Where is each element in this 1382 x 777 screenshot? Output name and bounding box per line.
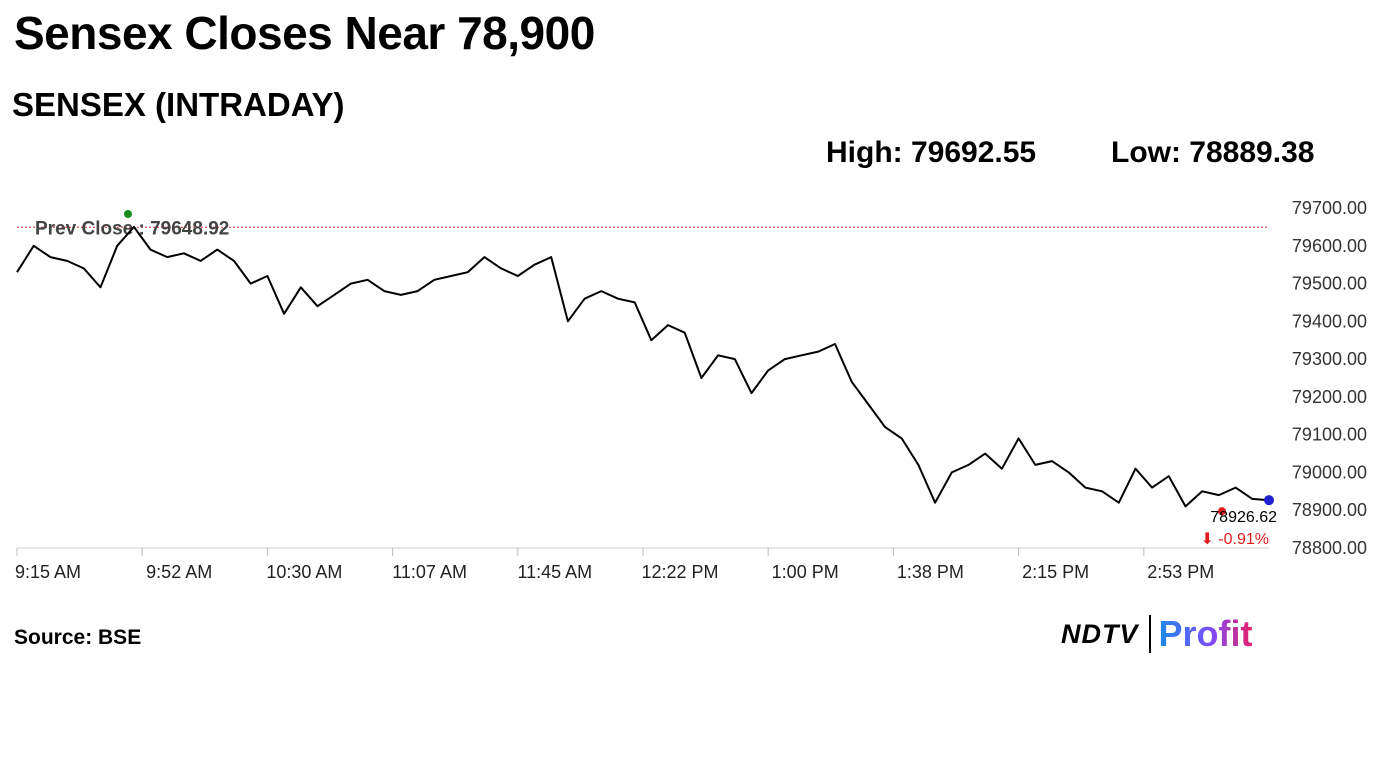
x-tick-label: 9:15 AM xyxy=(15,562,81,582)
last-price-label: 78926.62 xyxy=(1210,509,1277,526)
logo-profit: Profit xyxy=(1158,613,1253,654)
x-tick-label: 2:53 PM xyxy=(1147,562,1214,582)
x-tick-label: 2:15 PM xyxy=(1022,562,1089,582)
x-tick-label: 10:30 AM xyxy=(266,562,342,582)
y-tick-label: 79700.00 xyxy=(1292,198,1367,218)
logo-ndtv: NDTV xyxy=(1061,618,1139,649)
source-note: Source: BSE xyxy=(14,626,142,649)
intraday-chart: 79700.00 79600.00 79500.00 79400.00 79300.00… xyxy=(15,198,1367,582)
headline: Sensex Closes Near 78,900 xyxy=(14,7,595,59)
x-tick-label: 11:07 AM xyxy=(392,562,467,582)
chart-subtitle: SENSEX (INTRADAY) xyxy=(12,86,345,123)
x-tick-label: 9:52 AM xyxy=(146,562,212,582)
y-tick-label: 79000.00 xyxy=(1292,462,1367,482)
logo-divider xyxy=(1148,615,1151,653)
y-tick-label: 79300.00 xyxy=(1292,349,1367,369)
y-tick-label: 79600.00 xyxy=(1292,236,1367,256)
y-tick-label: 78800.00 xyxy=(1292,538,1367,558)
y-tick-label: 78900.00 xyxy=(1292,500,1367,520)
percent-change-label: ⬇ -0.91% xyxy=(1200,531,1269,548)
ndtv-profit-logo: NDTV Profit xyxy=(1061,612,1253,656)
x-tick-label: 11:45 AM xyxy=(517,562,592,582)
day-low-marker xyxy=(1218,507,1226,516)
day-high: High: 79692.55 xyxy=(826,136,1037,169)
last-price-marker xyxy=(1264,495,1274,506)
day-low: Low: 78889.38 xyxy=(1111,136,1315,169)
y-axis: 79700.00 79600.00 79500.00 79400.00 79300.00… xyxy=(1292,198,1367,558)
prev-close-marker xyxy=(124,210,132,218)
x-tick-label: 1:00 PM xyxy=(772,562,839,582)
x-axis: 9:15 AM 9:52 AM 10:30 AM 11:07 AM 11:45 AM 12… xyxy=(15,547,1269,582)
x-tick-label: 1:38 PM xyxy=(897,562,964,582)
x-tick-label: 12:22 PM xyxy=(641,562,718,582)
y-tick-label: 79100.00 xyxy=(1292,425,1367,445)
y-tick-label: 79200.00 xyxy=(1292,387,1367,407)
sensex-series-line xyxy=(16,225,1270,508)
y-tick-label: 79400.00 xyxy=(1292,311,1367,331)
y-tick-label: 79500.00 xyxy=(1292,274,1367,294)
